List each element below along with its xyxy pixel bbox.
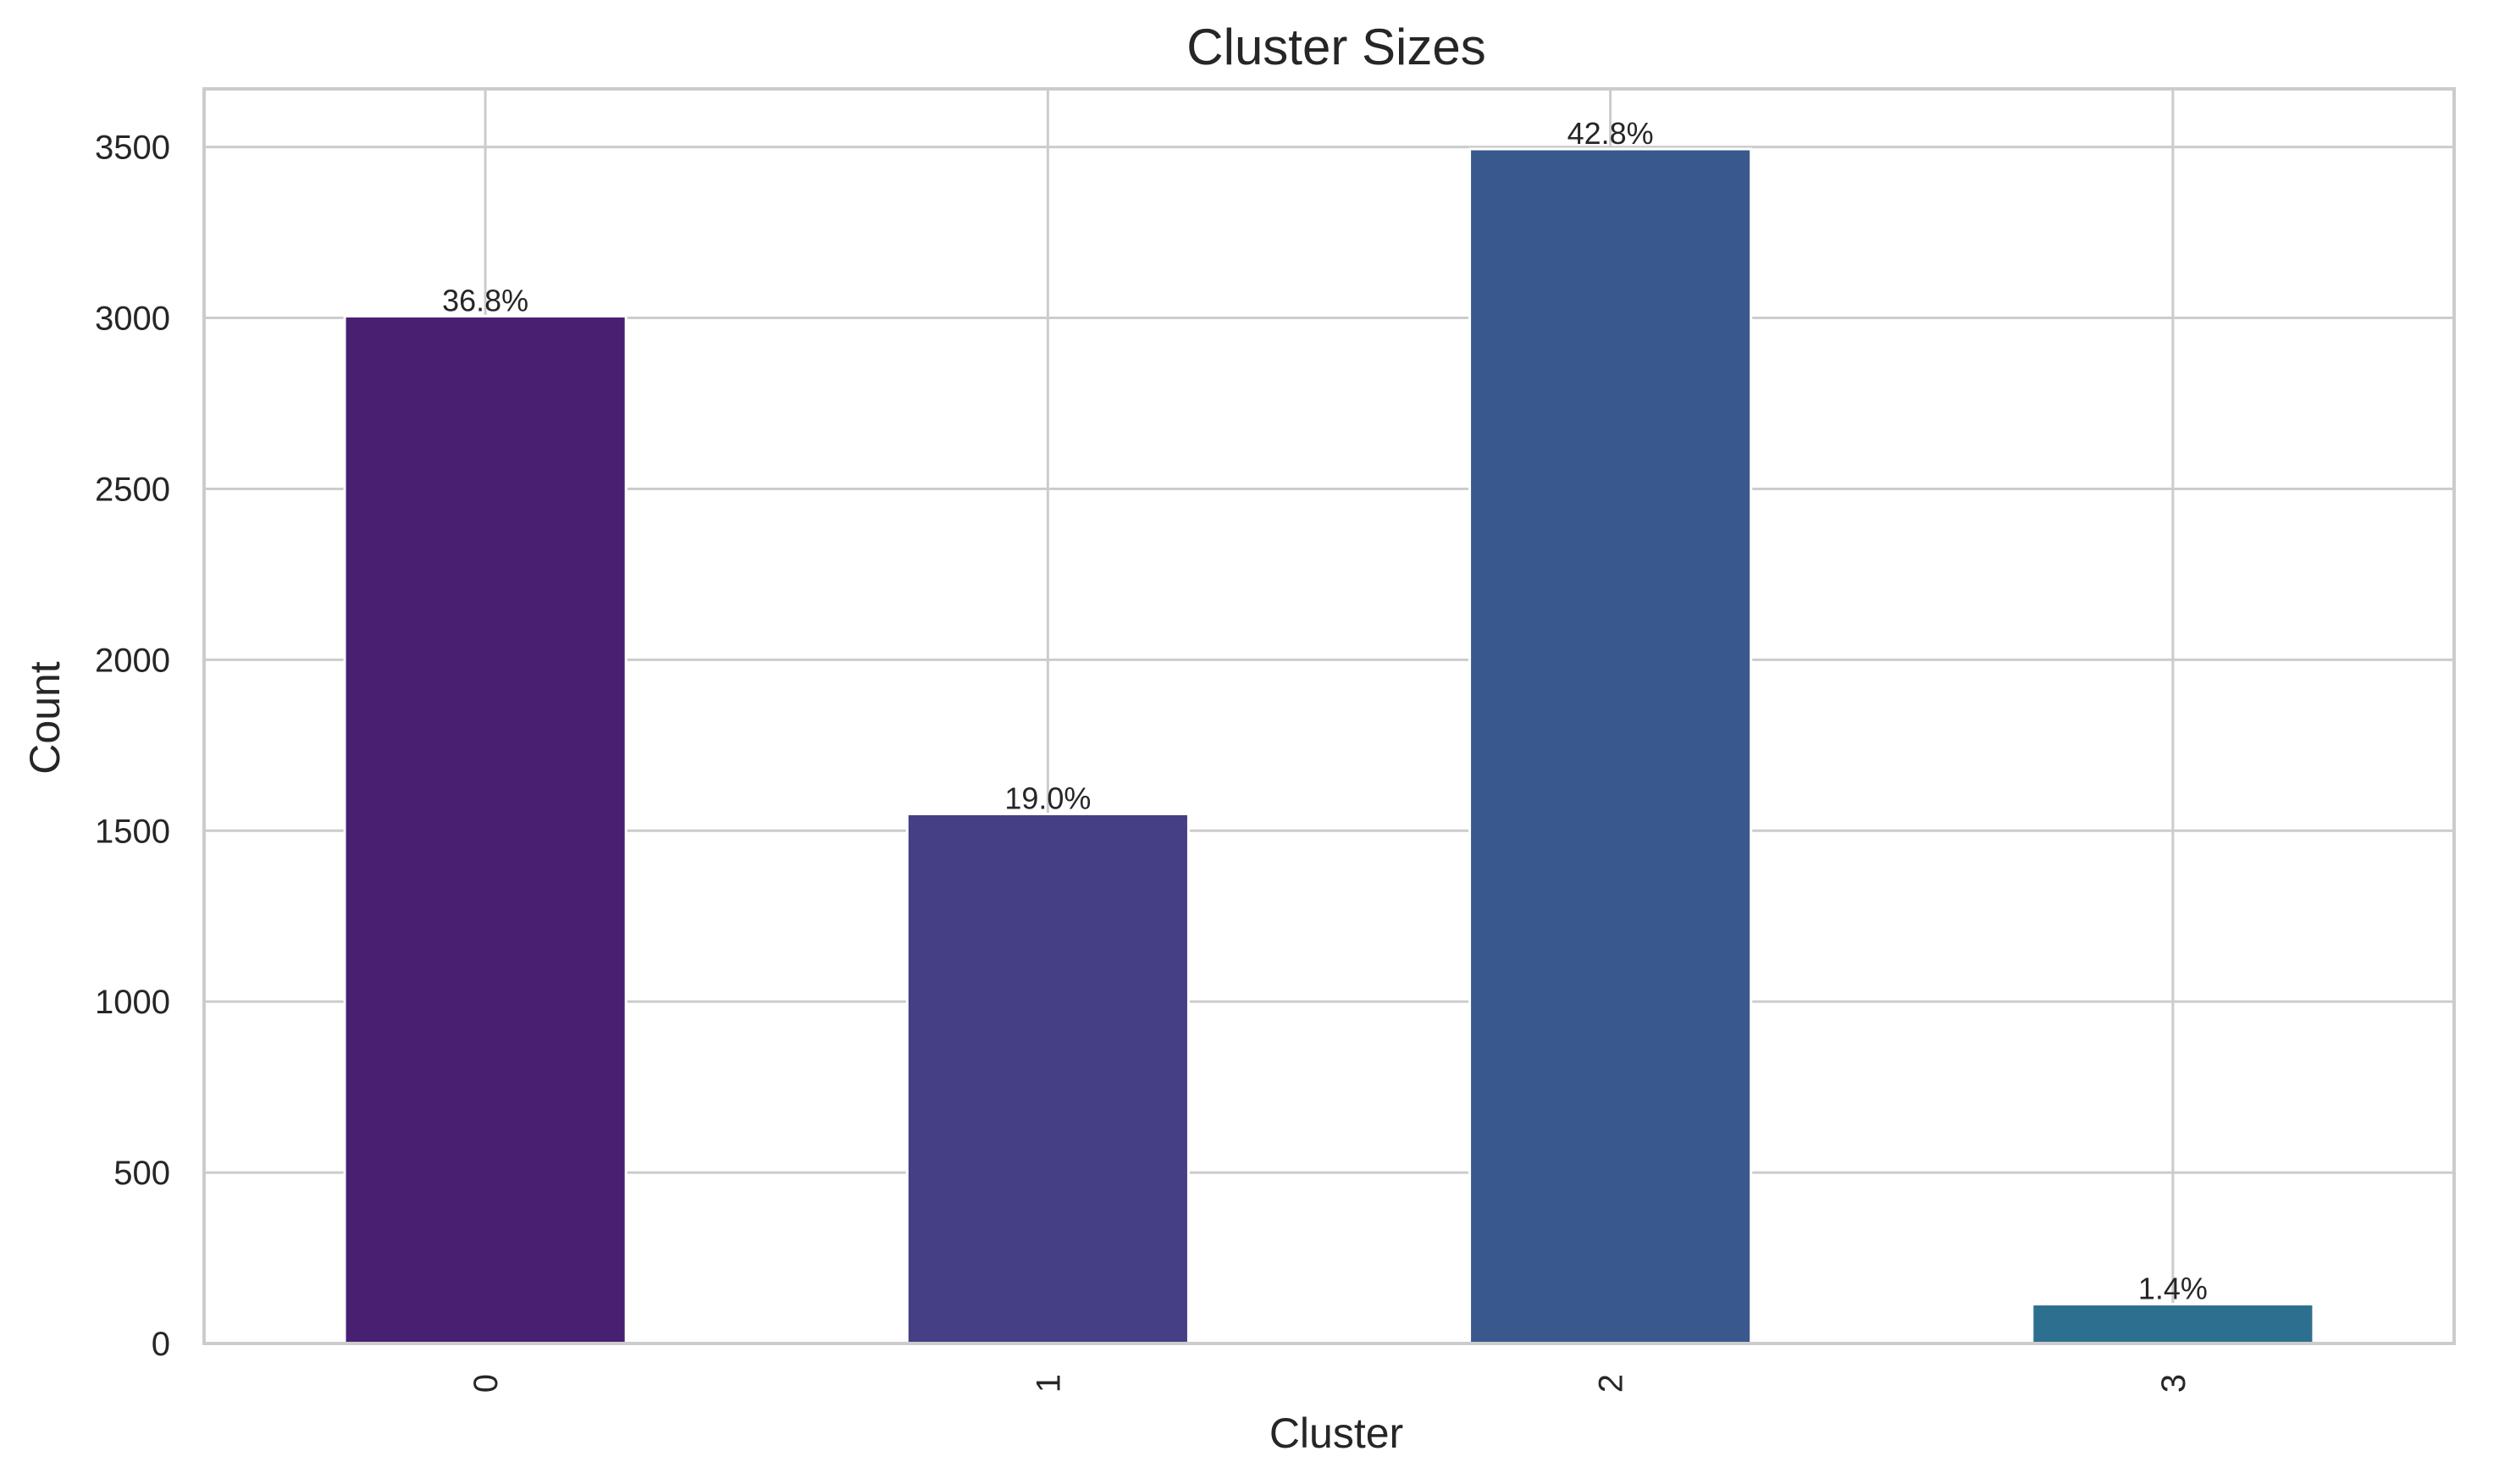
y-tick-labels: 0 500 1000 1500 2000 2500 3000 3500	[95, 130, 170, 1363]
x-tick-label: 1	[1030, 1374, 1067, 1393]
y-tick-label: 500	[113, 1155, 170, 1192]
y-tick-label: 1000	[95, 984, 170, 1021]
bar-value-label: 42.8%	[1567, 116, 1654, 151]
plot-border	[202, 87, 2456, 1345]
y-tick-label: 3000	[95, 301, 170, 338]
y-axis-title: Count	[21, 661, 69, 775]
x-tick-label: 3	[2155, 1374, 2192, 1393]
bars	[343, 147, 2315, 1345]
chart-title: Cluster Sizes	[1186, 19, 1485, 75]
bar-value-label: 19.0%	[1004, 781, 1091, 815]
bar-cluster-2	[1468, 147, 1753, 1345]
y-tick-label: 2000	[95, 642, 170, 679]
y-tick-label: 3500	[95, 130, 170, 167]
x-tick-label: 2	[1593, 1374, 1630, 1393]
bar-labels: 36.8% 19.0% 42.8% 1.4%	[442, 116, 2208, 1305]
y-tick-label: 2500	[95, 471, 170, 508]
plot-frame	[202, 87, 2456, 1345]
x-axis-title: Cluster	[1269, 1410, 1403, 1457]
x-tick-labels: 0 1 2 3	[467, 1374, 2192, 1393]
x-tick-label: 0	[467, 1374, 505, 1393]
bar-value-label: 36.8%	[442, 284, 528, 318]
y-tick-label: 0	[152, 1326, 170, 1363]
bar-cluster-1	[905, 812, 1190, 1345]
bar-cluster-3	[2031, 1303, 2315, 1345]
bar-value-label: 1.4%	[2138, 1272, 2208, 1306]
bar-cluster-0	[343, 315, 628, 1345]
y-tick-label: 1500	[95, 813, 170, 850]
